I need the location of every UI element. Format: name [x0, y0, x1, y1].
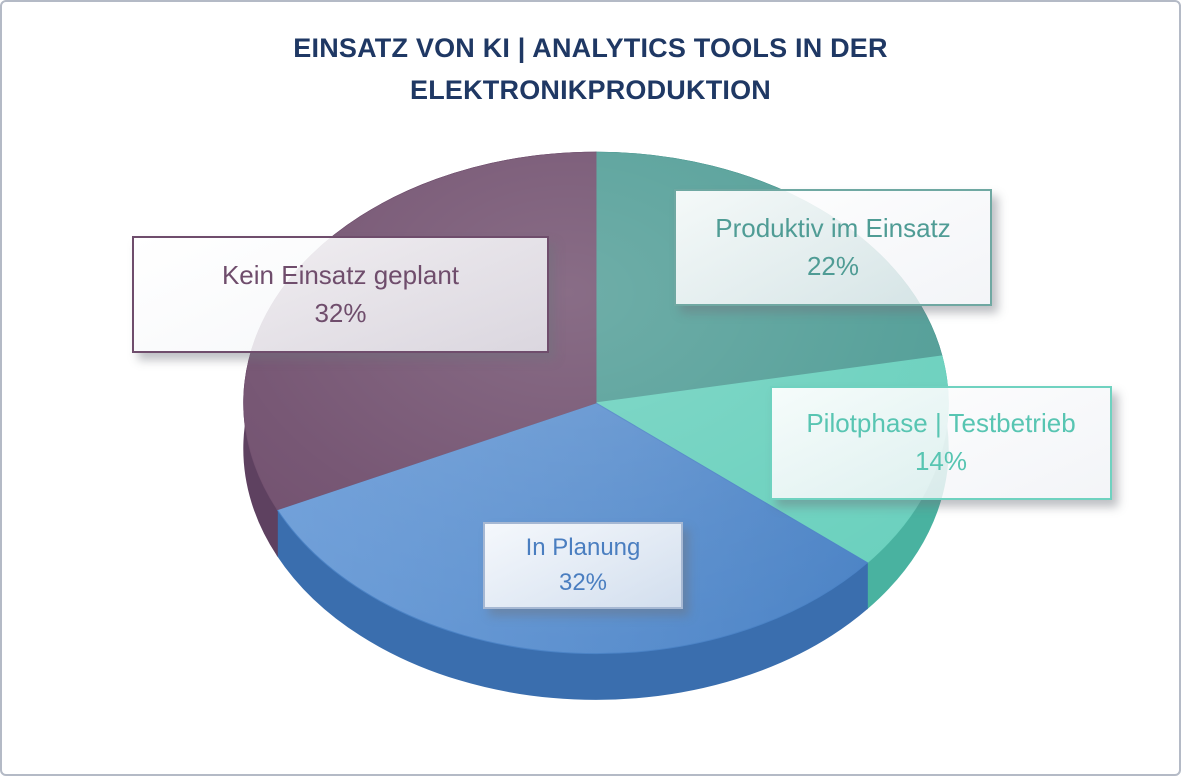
- callout-value: 14%: [914, 446, 968, 476]
- chart-title: EINSATZ VON KI | ANALYTICS TOOLS IN DER …: [293, 33, 888, 105]
- callout-label: Produktiv im Einsatz: [715, 212, 951, 243]
- callout-in-planung: In Planung 32%: [483, 522, 683, 609]
- callout-produktiv-im-einsatz: Produktiv im Einsatz 22%: [674, 189, 992, 306]
- callout-label: Pilotphase | Testbetrieb: [806, 408, 1076, 439]
- callout-value: 22%: [806, 250, 860, 281]
- callout-value: 32%: [558, 568, 608, 596]
- callout-label: Kein Einsatz geplant: [221, 259, 460, 290]
- callout-label: In Planung: [525, 533, 641, 561]
- callout-kein-einsatz-geplant: Kein Einsatz geplant 32%: [132, 236, 549, 353]
- callout-pilotphase-testbetrieb: Pilotphase | Testbetrieb 14%: [770, 386, 1112, 500]
- callout-value: 32%: [314, 297, 367, 328]
